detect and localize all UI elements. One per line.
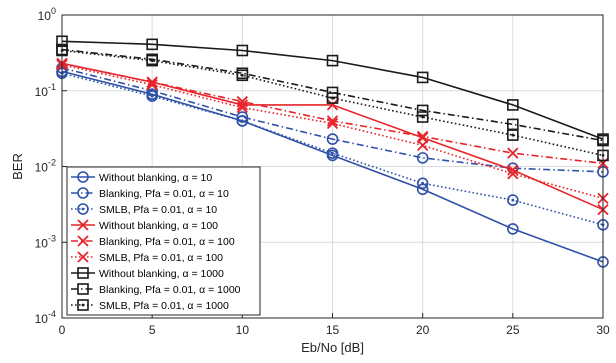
x-tick-label: 5 bbox=[149, 323, 156, 337]
legend-entry: Without blanking, α = 1000 bbox=[71, 267, 224, 280]
data-point bbox=[146, 76, 158, 88]
axis-ticks: 0 5 10 15 20 25 30 100 10-1 10-2 10-3 10-4 bbox=[35, 6, 610, 337]
y-tick-label: 10-2 bbox=[35, 158, 56, 175]
data-point bbox=[146, 79, 158, 91]
data-point bbox=[417, 139, 429, 152]
data-point bbox=[326, 92, 339, 104]
data-point bbox=[146, 90, 158, 102]
series-6 bbox=[56, 59, 609, 204]
legend-label: SMLB, Pfa = 0.01, α = 1000 bbox=[99, 300, 229, 312]
data-point bbox=[236, 115, 249, 127]
x-tick-label: 20 bbox=[416, 323, 430, 337]
data-point bbox=[416, 177, 429, 190]
legend-label: Blanking, Pfa = 0.01, α = 10 bbox=[99, 188, 229, 200]
data-point bbox=[507, 99, 519, 111]
legend-entry: SMLB, Pfa = 0.01, α = 10 bbox=[71, 203, 217, 216]
legend-label: Without blanking, α = 10 bbox=[99, 172, 212, 184]
y-tick-label: 10-4 bbox=[35, 309, 56, 326]
data-point bbox=[236, 69, 249, 82]
y-axis-label: BER bbox=[10, 153, 25, 180]
legend-label: Blanking, Pfa = 0.01, α = 100 bbox=[99, 236, 235, 248]
legend-marker bbox=[77, 251, 89, 263]
legend-entry: SMLB, Pfa = 0.01, α = 100 bbox=[71, 251, 223, 264]
y-tick-label: 10-1 bbox=[35, 82, 56, 99]
legend-box bbox=[66, 166, 261, 316]
legend: Without blanking, α = 10 Blanking, Pfa = … bbox=[66, 166, 261, 316]
legend-label: Without blanking, α = 100 bbox=[99, 220, 218, 232]
data-point bbox=[507, 168, 519, 180]
legend-label: SMLB, Pfa = 0.01, α = 10 bbox=[99, 204, 217, 216]
legend-entry: Blanking, Pfa = 0.01, α = 100 bbox=[71, 235, 235, 248]
legend-entry: Blanking, Pfa = 0.01, α = 1000 bbox=[71, 283, 241, 296]
legend-entry: Without blanking, α = 10 bbox=[71, 171, 212, 184]
series-line bbox=[61, 40, 604, 140]
data-point bbox=[146, 38, 158, 51]
x-tick-label: 15 bbox=[326, 323, 340, 337]
x-tick-label: 30 bbox=[596, 323, 610, 337]
x-axis-label: Eb/No [dB] bbox=[301, 340, 364, 355]
data-point bbox=[326, 99, 339, 111]
data-point bbox=[507, 194, 519, 206]
legend-entry: Blanking, Pfa = 0.01, α = 10 bbox=[71, 187, 229, 200]
data-point bbox=[326, 54, 339, 67]
x-tick-label: 25 bbox=[506, 323, 520, 337]
data-point bbox=[507, 129, 519, 141]
legend-marker bbox=[77, 203, 89, 215]
x-tick-label: 0 bbox=[59, 323, 66, 337]
data-point bbox=[416, 111, 429, 123]
data-point bbox=[326, 147, 339, 159]
data-point bbox=[417, 130, 429, 142]
data-point bbox=[416, 104, 429, 117]
legend-marker bbox=[77, 283, 89, 295]
legend-marker bbox=[77, 235, 89, 247]
data-point bbox=[146, 54, 158, 67]
legend-marker bbox=[77, 187, 89, 199]
legend-marker bbox=[77, 267, 89, 279]
legend-marker bbox=[77, 171, 89, 183]
series-3 bbox=[56, 67, 609, 231]
data-point bbox=[416, 71, 429, 84]
data-point bbox=[507, 223, 519, 235]
data-point bbox=[326, 117, 339, 130]
series-line bbox=[61, 70, 604, 263]
data-point bbox=[236, 101, 248, 114]
data-point bbox=[326, 133, 339, 145]
legend-label: Blanking, Pfa = 0.01, α = 1000 bbox=[99, 284, 241, 296]
data-point bbox=[236, 44, 249, 57]
y-tick-label: 100 bbox=[38, 6, 56, 23]
legend-label: SMLB, Pfa = 0.01, α = 100 bbox=[99, 252, 223, 264]
x-tick-label: 10 bbox=[236, 323, 250, 337]
legend-marker bbox=[77, 299, 89, 311]
data-point bbox=[507, 147, 519, 159]
legend-entry: SMLB, Pfa = 0.01, α = 1000 bbox=[71, 299, 229, 312]
legend-entry: Without blanking, α = 100 bbox=[71, 219, 218, 232]
data-point bbox=[416, 152, 429, 164]
legend-marker bbox=[77, 219, 89, 231]
legend-label: Without blanking, α = 1000 bbox=[99, 268, 224, 280]
y-tick-label: 10-3 bbox=[35, 233, 56, 250]
